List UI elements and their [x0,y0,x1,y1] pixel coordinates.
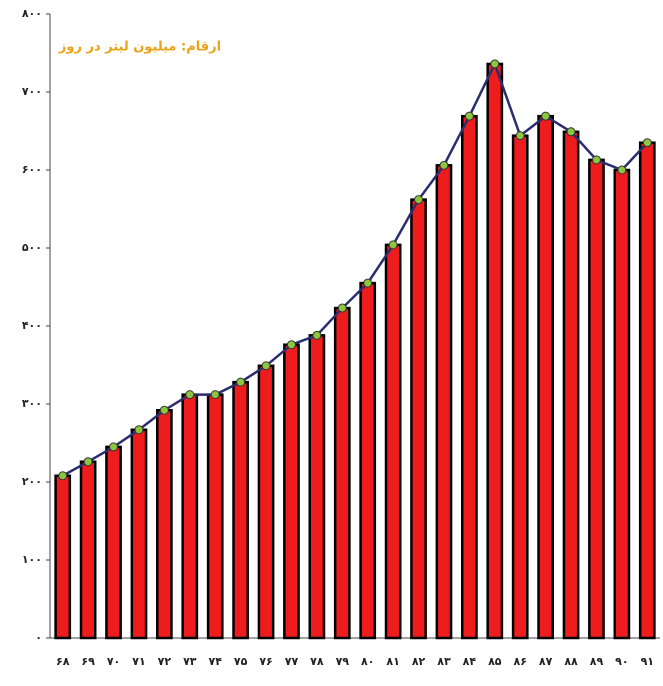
x-tick-label: ۸۵ [488,655,502,668]
marker [541,111,551,121]
x-tick-label: ۸۲ [412,655,426,668]
bar [613,168,631,640]
bar [537,114,554,640]
y-tick-label: ۱۰۰ [22,553,42,566]
marker [236,377,246,387]
marker [439,160,449,170]
bar [54,474,72,640]
x-tick-label: ۷۸ [310,655,324,668]
bar [638,141,656,640]
y-tick-label: ۴۰۰ [22,319,42,332]
bar [511,134,529,640]
y-tick-label: ۶۰۰ [22,163,42,176]
marker [566,127,576,137]
x-tick-label: ۶۸ [56,655,70,668]
marker [286,340,296,350]
bar [105,445,122,640]
bar [461,114,478,640]
bar [79,460,97,640]
y-tick-label: ۰ [35,631,42,644]
line [62,60,649,477]
x-tick-label: ۷۹ [336,655,350,668]
marker [159,405,169,415]
x-tick-label: ۷۵ [234,655,248,668]
bar [562,130,580,640]
marker [58,471,68,481]
marker [312,330,322,340]
bar [359,281,377,640]
x-tick-label: ۸۳ [437,655,451,668]
bar [283,343,300,640]
bar [206,393,224,640]
marker [83,457,93,467]
x-tick-label: ۹۱ [641,655,654,668]
bar [308,334,326,640]
annotation: ارقام: میلیون لیتر در روز [58,40,221,55]
x-tick-label: ۷۴ [208,655,222,668]
bar [588,158,605,640]
bar [232,380,249,640]
y-tick-label: ۵۰۰ [22,241,42,254]
marker [490,59,500,69]
bar [410,198,427,640]
y-tick-label: ۳۰۰ [22,397,42,410]
y-tick-label: ۷۰۰ [22,85,42,98]
marker [388,240,398,250]
marker [591,155,601,165]
marker [109,442,119,452]
bar [384,243,402,640]
x-tick-label: ۸۱ [386,655,399,668]
marker [134,425,144,435]
marker [617,165,627,175]
y-tick-label: ۸۰۰ [22,7,42,20]
bar [333,306,351,640]
x-tick-label: ۸۸ [564,655,578,668]
bar [156,408,173,640]
marker [185,390,195,400]
x-tick-label: ۷۱ [132,655,145,668]
bar [181,393,199,640]
x-tick-label: ۹۰ [615,655,628,668]
bar [486,62,504,640]
bar [435,164,453,640]
bar [130,428,148,640]
marker [210,390,220,400]
x-tick-label: ۶۹ [81,655,95,668]
marker [337,303,347,313]
x-tick-label: ۸۶ [513,655,526,668]
x-tick-label: ۸۷ [539,655,553,668]
marker [363,278,373,288]
marker [464,111,474,121]
bar [257,364,275,640]
x-tick-label: ۷۳ [183,655,197,668]
x-tick-label: ۷۰ [107,655,120,668]
x-tick-label: ۸۰ [361,655,374,668]
x-tick-label: ۷۷ [285,655,299,668]
marker [414,195,424,205]
x-tick-label: ۷۲ [158,655,172,668]
x-tick-label: ۸۴ [463,655,477,668]
x-tick-label: ۸۹ [590,655,604,668]
y-tick-label: ۲۰۰ [22,475,42,488]
marker [515,131,525,141]
x-tick-label: ۷۶ [259,655,272,668]
marker [642,138,652,148]
marker [261,361,271,371]
